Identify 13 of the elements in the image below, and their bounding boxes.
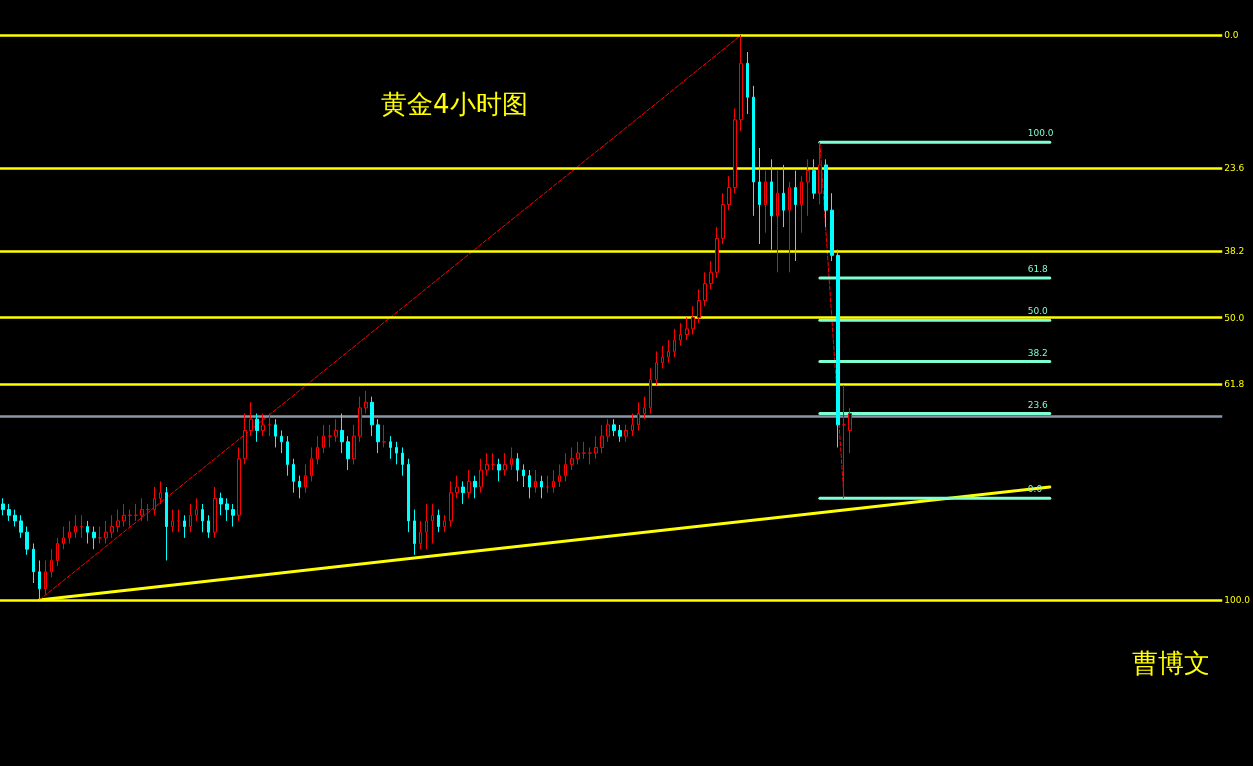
series-label: 100.0 — [1027, 128, 1054, 139]
series-label: 38.2 — [1027, 347, 1048, 358]
text: 黄金4小时图 — [381, 89, 528, 119]
y-tick-label: 23.6 — [1224, 163, 1245, 174]
y-tick-label: 38.2 — [1224, 245, 1245, 256]
y-tick-label: 100.0 — [1224, 595, 1251, 605]
text: 曹博文 — [1132, 648, 1210, 678]
y-tick-label: 50.0 — [1224, 312, 1245, 323]
y-tick-label: 0.0 — [1224, 30, 1239, 40]
series-label: 50.0 — [1027, 306, 1049, 317]
series-label: 61.8 — [1027, 263, 1049, 274]
y-tick-label: 61.8 — [1224, 379, 1245, 390]
series-label: 23.6 — [1027, 399, 1049, 410]
